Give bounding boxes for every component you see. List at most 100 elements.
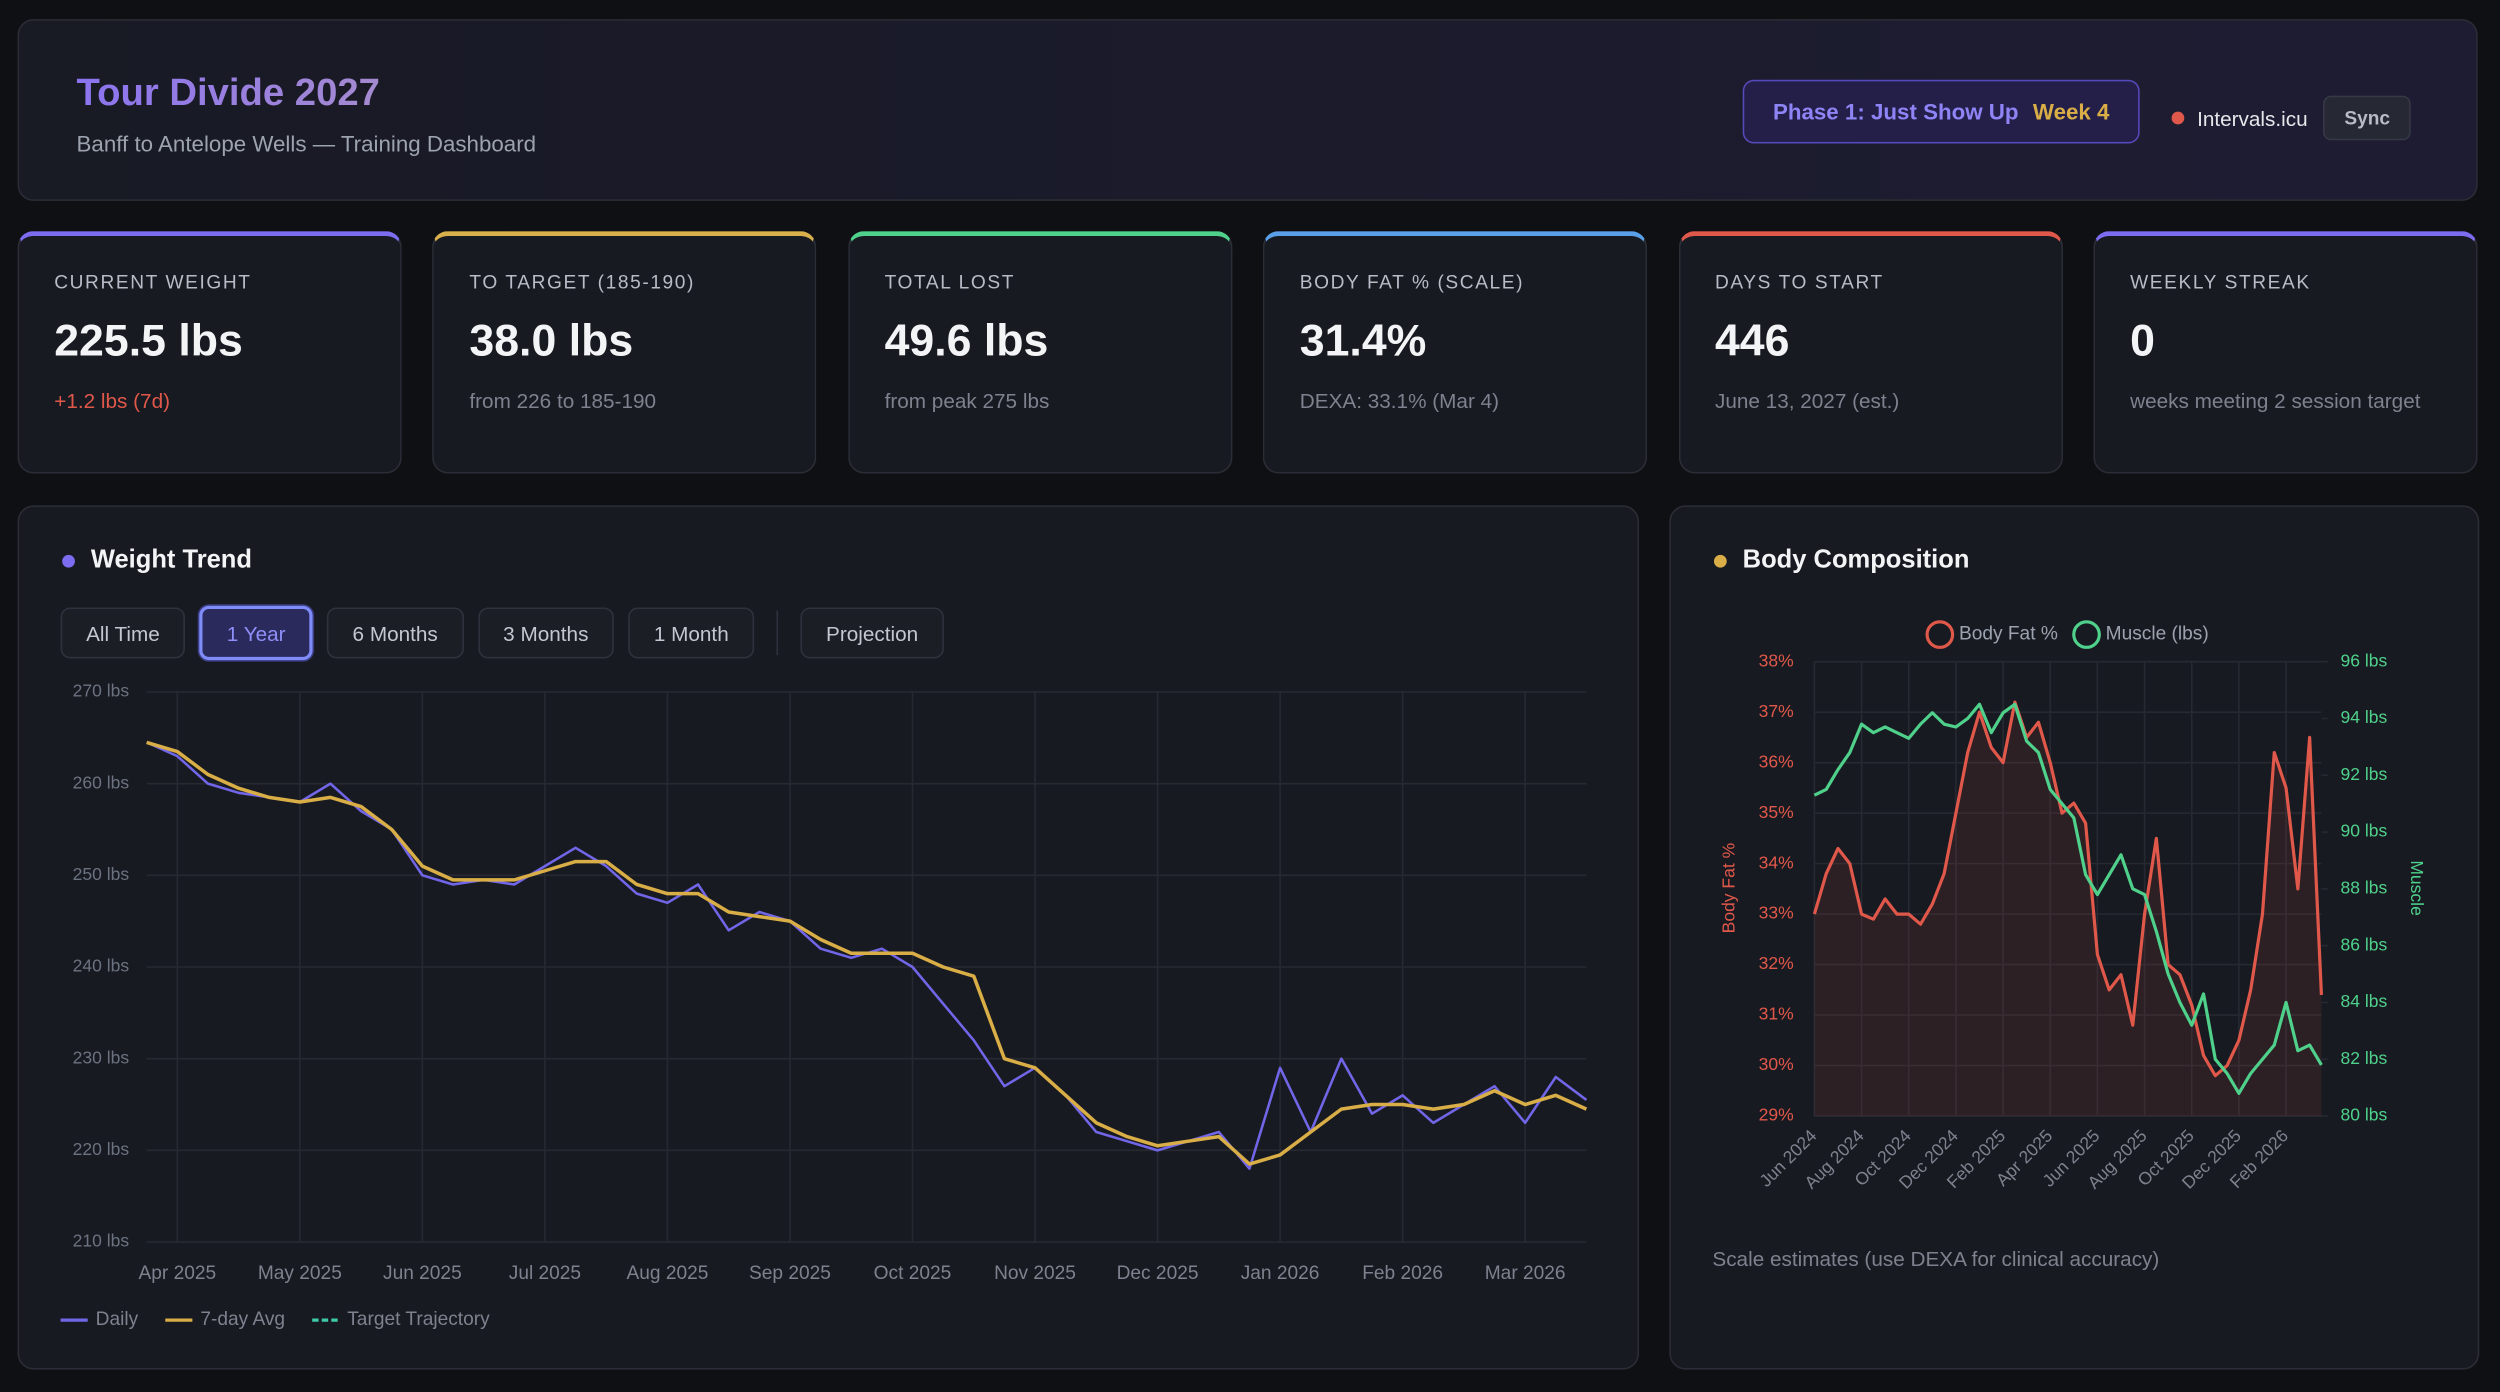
stat-card: CURRENT WEIGHT 225.5 lbs +1.2 lbs (7d) (17, 231, 402, 474)
x-tick-label: Dec 2025 (1117, 1263, 1199, 1284)
card-sub: +1.2 lbs (7d) (54, 389, 171, 413)
card-value: 0 (2130, 315, 2155, 366)
range-buttons: All Time 1 Year 6 Months 3 Months 1 Month Pro… (60, 605, 944, 661)
sync-button[interactable]: Sync (2323, 95, 2411, 141)
x-tick-label: Jan 2026 (1241, 1263, 1320, 1284)
title: Tour Divide 2027 (76, 71, 380, 115)
x-tick-label: Mar 2026 (1485, 1263, 1566, 1284)
range-button[interactable]: 3 Months (477, 607, 614, 659)
composition-panel: Body Composition Scale estimates (use DE… (1669, 505, 2480, 1370)
y2-tick-label: 94 lbs (2341, 707, 2388, 727)
card-value: 225.5 lbs (54, 315, 243, 366)
y-tick-label: 32% (1759, 953, 1794, 973)
y-tick-label: 34% (1759, 852, 1794, 872)
series-line (1812, 700, 2324, 1078)
card-label: CURRENT WEIGHT (54, 271, 252, 294)
y-tick-label: 37% (1759, 701, 1794, 721)
range-button[interactable]: 6 Months (327, 607, 464, 659)
x-tick-label: Apr 2025 (139, 1263, 217, 1284)
y-tick-label: 260 lbs (73, 772, 130, 792)
series-line (146, 740, 1588, 1166)
week: Week 4 (2032, 98, 2110, 125)
y2-axis-title: Muscle (2407, 860, 2427, 915)
y2-tick-label: 80 lbs (2341, 1105, 2388, 1125)
card-value: 49.6 lbs (884, 315, 1049, 366)
stat-card: TO TARGET (185-190) 38.0 lbs from 226 to 1… (432, 231, 817, 474)
stat-card: DAYS TO START 446 June 13, 2027 (est.) (1678, 231, 2063, 474)
card-label: TO TARGET (185-190) (469, 271, 696, 294)
legend-label: Muscle (lbs) (2106, 624, 2209, 645)
series-area (1814, 702, 2322, 1117)
x-tick-label: Jun 2025 (383, 1263, 462, 1284)
stat-card: WEEKLY STREAK 0 weeks meeting 2 session ta… (2093, 231, 2478, 474)
integration: Intervals.icu Sync (2171, 95, 2411, 141)
legend-swatch (2072, 620, 2101, 649)
separator (776, 610, 779, 656)
integration-name: Intervals.icu (2197, 106, 2308, 130)
y-tick-label: 250 lbs (73, 864, 130, 884)
x-tick-label: Jul 2025 (509, 1263, 581, 1284)
y-tick-label: 210 lbs (73, 1231, 130, 1251)
title-text: Weight Trend (90, 546, 252, 574)
y2-tick-label: 90 lbs (2341, 821, 2388, 841)
title-dot (62, 554, 75, 568)
x-tick-label: May 2025 (258, 1263, 342, 1284)
range-button[interactable]: 1 Year (199, 605, 313, 661)
y-tick-label: 240 lbs (73, 956, 130, 976)
card-sub: from peak 275 lbs (884, 389, 1050, 413)
y2-tick-label: 84 lbs (2341, 991, 2388, 1011)
card-sub: weeks meeting 2 session target (2130, 389, 2421, 413)
legend-label: Body Fat % (1959, 624, 2058, 645)
stat-cards: CURRENT WEIGHT 225.5 lbs +1.2 lbs (7d) TO T… (17, 231, 2478, 474)
y-axis-title: Body Fat % (1719, 843, 1739, 934)
card-value: 38.0 lbs (469, 315, 634, 366)
range-button[interactable]: 1 Month (628, 607, 755, 659)
y-tick-label: 220 lbs (73, 1139, 130, 1159)
phase-badge: Phase 1: Just Show Up Week 4 (1742, 79, 2140, 144)
legend-label: 7-day Avg (200, 1309, 285, 1330)
stat-card: TOTAL LOST 49.6 lbs from peak 275 lbs (847, 231, 1233, 474)
card-value: 446 (1714, 315, 1790, 366)
y2-tick-label: 82 lbs (2341, 1048, 2388, 1068)
y2-tick-label: 96 lbs (2341, 650, 2388, 670)
legend-swatch (1925, 620, 1955, 649)
y-tick-label: 29% (1759, 1105, 1794, 1125)
y-tick-label: 270 lbs (73, 681, 130, 701)
card-value: 31.4% (1299, 315, 1427, 366)
y-tick-label: 35% (1759, 802, 1794, 822)
card-label: BODY FAT % (SCALE) (1299, 271, 1525, 294)
y-tick-label: 31% (1759, 1004, 1794, 1024)
panel-title: Body Composition (1713, 546, 1970, 576)
range-button[interactable]: All Time (60, 607, 186, 659)
y2-tick-label: 88 lbs (2341, 877, 2388, 897)
stat-card: BODY FAT % (SCALE) 31.4% DEXA: 33.1% (Mar … (1263, 231, 1648, 474)
card-label: WEEKLY STREAK (2130, 271, 2311, 294)
legend-label: Target Trajectory (347, 1309, 490, 1330)
y2-tick-label: 92 lbs (2341, 764, 2388, 784)
subtitle: Banff to Antelope Wells — Training Dashb… (76, 130, 537, 157)
card-sub: from 226 to 185-190 (469, 389, 657, 413)
x-tick-label: Nov 2025 (994, 1263, 1076, 1284)
x-tick-label: Feb 2026 (1362, 1263, 1443, 1284)
range-button[interactable]: Projection (800, 607, 944, 659)
y-tick-label: 230 lbs (73, 1047, 130, 1067)
note: Scale estimates (use DEXA for clinical a… (1712, 1246, 2160, 1271)
card-label: DAYS TO START (1714, 271, 1884, 294)
x-tick-label: Sep 2025 (749, 1263, 831, 1284)
y-tick-label: 30% (1759, 1054, 1794, 1074)
phase: Phase 1: Just Show Up (1772, 98, 2019, 125)
legend-label: Daily (96, 1309, 139, 1330)
card-sub: June 13, 2027 (est.) (1714, 389, 1900, 413)
card-sub: DEXA: 33.1% (Mar 4) (1299, 389, 1500, 413)
card-label: TOTAL LOST (884, 271, 1016, 294)
status-dot (2171, 111, 2185, 125)
y-tick-label: 33% (1759, 903, 1794, 923)
x-tick-label: Aug 2025 (626, 1263, 708, 1284)
title-dot (1713, 554, 1727, 568)
y2-tick-label: 86 lbs (2341, 934, 2388, 954)
title-text: Body Composition (1742, 546, 1970, 574)
panel-title: Weight Trend (62, 547, 252, 576)
series-line (1813, 702, 2323, 1095)
